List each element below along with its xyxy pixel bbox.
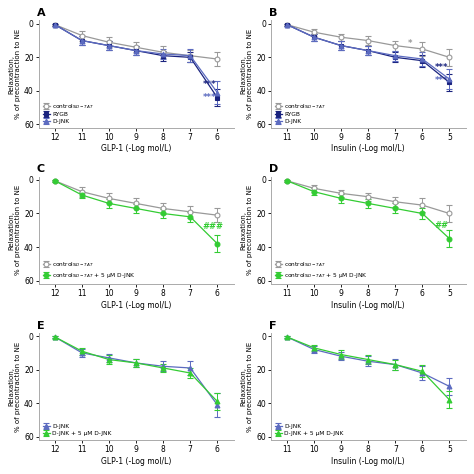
Text: ***: *** [202, 80, 216, 89]
Legend: controls$_{D-TAT}$, RYGB, D-JNK: controls$_{D-TAT}$, RYGB, D-JNK [42, 100, 95, 125]
Legend: controls$_{D-TAT}$, controls$_{D-TAT}$ + 5 μM D-JNK: controls$_{D-TAT}$, controls$_{D-TAT}$ +… [274, 259, 369, 281]
X-axis label: Insulin (-Log mol/L): Insulin (-Log mol/L) [331, 301, 405, 310]
Text: D: D [269, 164, 278, 174]
Text: C: C [37, 164, 45, 174]
X-axis label: GLP-1 (-Log mol/L): GLP-1 (-Log mol/L) [101, 301, 171, 310]
Y-axis label: Relaxation,
% of precontraction to NE: Relaxation, % of precontraction to NE [240, 29, 254, 119]
X-axis label: Insulin (-Log mol/L): Insulin (-Log mol/L) [331, 145, 405, 154]
Text: ***: *** [435, 63, 448, 72]
Text: ***: *** [435, 76, 448, 85]
Legend: D-JNK, D-JNK + 5 μM D-JNK: D-JNK, D-JNK + 5 μM D-JNK [274, 423, 345, 437]
Text: ***: *** [202, 93, 216, 102]
Y-axis label: Relaxation,
% of precontraction to NE: Relaxation, % of precontraction to NE [240, 185, 254, 275]
Text: A: A [37, 9, 46, 18]
Legend: controls$_{D-TAT}$, controls$_{D-TAT}$ + 5 μM D-JNK: controls$_{D-TAT}$, controls$_{D-TAT}$ +… [42, 259, 137, 281]
Y-axis label: Relaxation,
% of precontraction to NE: Relaxation, % of precontraction to NE [9, 341, 21, 431]
X-axis label: GLP-1 (-Log mol/L): GLP-1 (-Log mol/L) [101, 145, 171, 154]
Y-axis label: Relaxation,
% of precontraction to NE: Relaxation, % of precontraction to NE [240, 341, 254, 431]
X-axis label: Insulin (-Log mol/L): Insulin (-Log mol/L) [331, 456, 405, 465]
Text: E: E [37, 320, 45, 331]
Legend: D-JNK, D-JNK + 5 μM D-JNK: D-JNK, D-JNK + 5 μM D-JNK [42, 423, 113, 437]
Text: B: B [269, 9, 277, 18]
Text: ###: ### [202, 222, 223, 231]
Y-axis label: Relaxation,
% of precontraction to NE: Relaxation, % of precontraction to NE [9, 185, 21, 275]
Text: F: F [269, 320, 276, 331]
Text: ##: ## [435, 221, 448, 230]
Y-axis label: Relaxation,
% of precontraction to NE: Relaxation, % of precontraction to NE [9, 29, 21, 119]
X-axis label: GLP-1 (-Log mol/L): GLP-1 (-Log mol/L) [101, 456, 171, 465]
Text: *: * [408, 39, 412, 48]
Legend: controls$_{D-TAT}$, RYGB, D-JNK: controls$_{D-TAT}$, RYGB, D-JNK [274, 100, 328, 125]
